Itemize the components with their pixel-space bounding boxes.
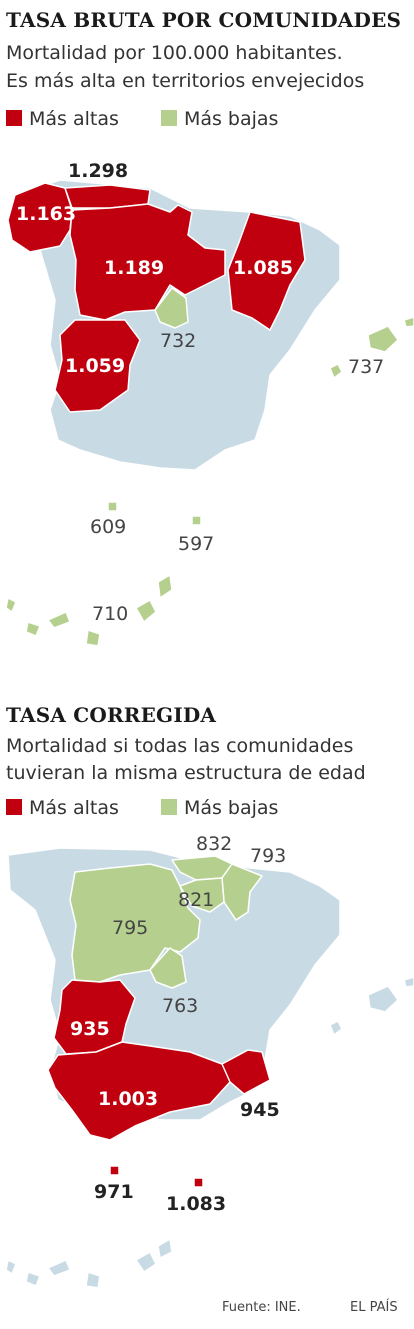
legend-high-label: Más altas — [29, 797, 119, 819]
map2-label-melilla: 1.083 — [166, 1193, 226, 1215]
map1-label-melilla: 597 — [178, 533, 214, 555]
map1-title: TASA BRUTA POR COMUNIDADES — [6, 8, 402, 32]
legend-low-swatch — [160, 110, 177, 126]
map1-label-baleares: 737 — [348, 356, 384, 378]
map1-region-aragon — [227, 211, 306, 331]
map1-label-castilla-leon: 1.189 — [104, 257, 164, 279]
map2-spain-map: 832 793 821 795 763 935 1.003 945 971 1.… — [5, 833, 414, 1289]
map1-spain-map: 1.298 1.163 1.189 1.085 732 1.059 737 60… — [5, 160, 414, 647]
legend-low-label: Más bajas — [183, 797, 279, 819]
map2-label-la-rioja: 821 — [178, 889, 214, 911]
map2-region-madrid — [149, 947, 187, 989]
map2-label-ceuta: 971 — [94, 1181, 134, 1203]
map2-region-canarias — [5, 1238, 173, 1289]
map2-label-madrid: 763 — [162, 995, 198, 1017]
map2-region-baleares-menorca — [403, 976, 414, 988]
map1-label-madrid: 732 — [160, 330, 196, 352]
map1-region-baleares-ibiza — [329, 363, 343, 379]
map1-region-baleares-mallorca — [367, 325, 399, 353]
legend-low-label: Más bajas — [183, 108, 279, 130]
legend-high-swatch — [6, 799, 22, 815]
map2-region-la-rioja — [179, 877, 225, 913]
map1-region-castilla-leon — [69, 203, 226, 321]
map2-region-ceuta — [109, 1165, 120, 1176]
map2-region-baleares-mallorca — [367, 985, 399, 1013]
map2-region-murcia — [221, 1049, 271, 1095]
map1-label-ceuta: 609 — [90, 516, 126, 538]
legend-high-swatch — [6, 110, 22, 126]
map2-label-castilla-leon: 795 — [112, 917, 148, 939]
map1-label-asturias: 1.298 — [68, 160, 128, 182]
map1-region-ceuta — [107, 501, 118, 512]
map1-region-baleares-menorca — [403, 316, 414, 328]
map2-subtitle-line1: Mortalidad si todas las comunidades — [6, 735, 354, 757]
map1-label-canarias: 710 — [92, 603, 128, 625]
map2-region-baleares-ibiza — [329, 1020, 343, 1036]
map2-legend: Más altas Más bajas — [6, 797, 314, 819]
map1-label-galicia: 1.163 — [16, 203, 76, 225]
map1-region-galicia — [7, 182, 73, 253]
map1-region-madrid — [154, 287, 189, 329]
map1-legend: Más altas Más bajas — [6, 108, 314, 130]
footer-source: Fuente: INE. — [222, 1300, 301, 1315]
map1-region-extremadura — [54, 319, 141, 413]
legend-low-swatch — [160, 799, 177, 815]
map2-label-pais-vasco: 832 — [196, 833, 232, 855]
map1-label-aragon: 1.085 — [233, 257, 293, 279]
map2-label-murcia: 945 — [240, 1099, 280, 1121]
map1-subtitle-line1: Mortalidad por 100.000 habitantes. — [6, 42, 343, 64]
map2-region-melilla — [193, 1177, 204, 1188]
map2-label-extremadura: 935 — [70, 1018, 110, 1040]
map2-region-andalucia — [47, 1041, 245, 1141]
map1-region-melilla — [191, 515, 202, 526]
map2-subtitle-line2: tuvieran la misma estructura de edad — [6, 762, 366, 784]
map1-subtitle-line2: Es más alta en territorios envejecidos — [6, 70, 365, 92]
footer-brand: EL PAÍS — [350, 1300, 398, 1315]
map1-region-canarias — [5, 574, 173, 647]
map2-label-navarra: 793 — [250, 845, 286, 867]
map1-label-extremadura: 1.059 — [65, 355, 125, 377]
map2-title: TASA CORREGIDA — [6, 703, 217, 727]
map2-label-andalucia: 1.003 — [98, 1088, 158, 1110]
legend-high-label: Más altas — [29, 108, 119, 130]
